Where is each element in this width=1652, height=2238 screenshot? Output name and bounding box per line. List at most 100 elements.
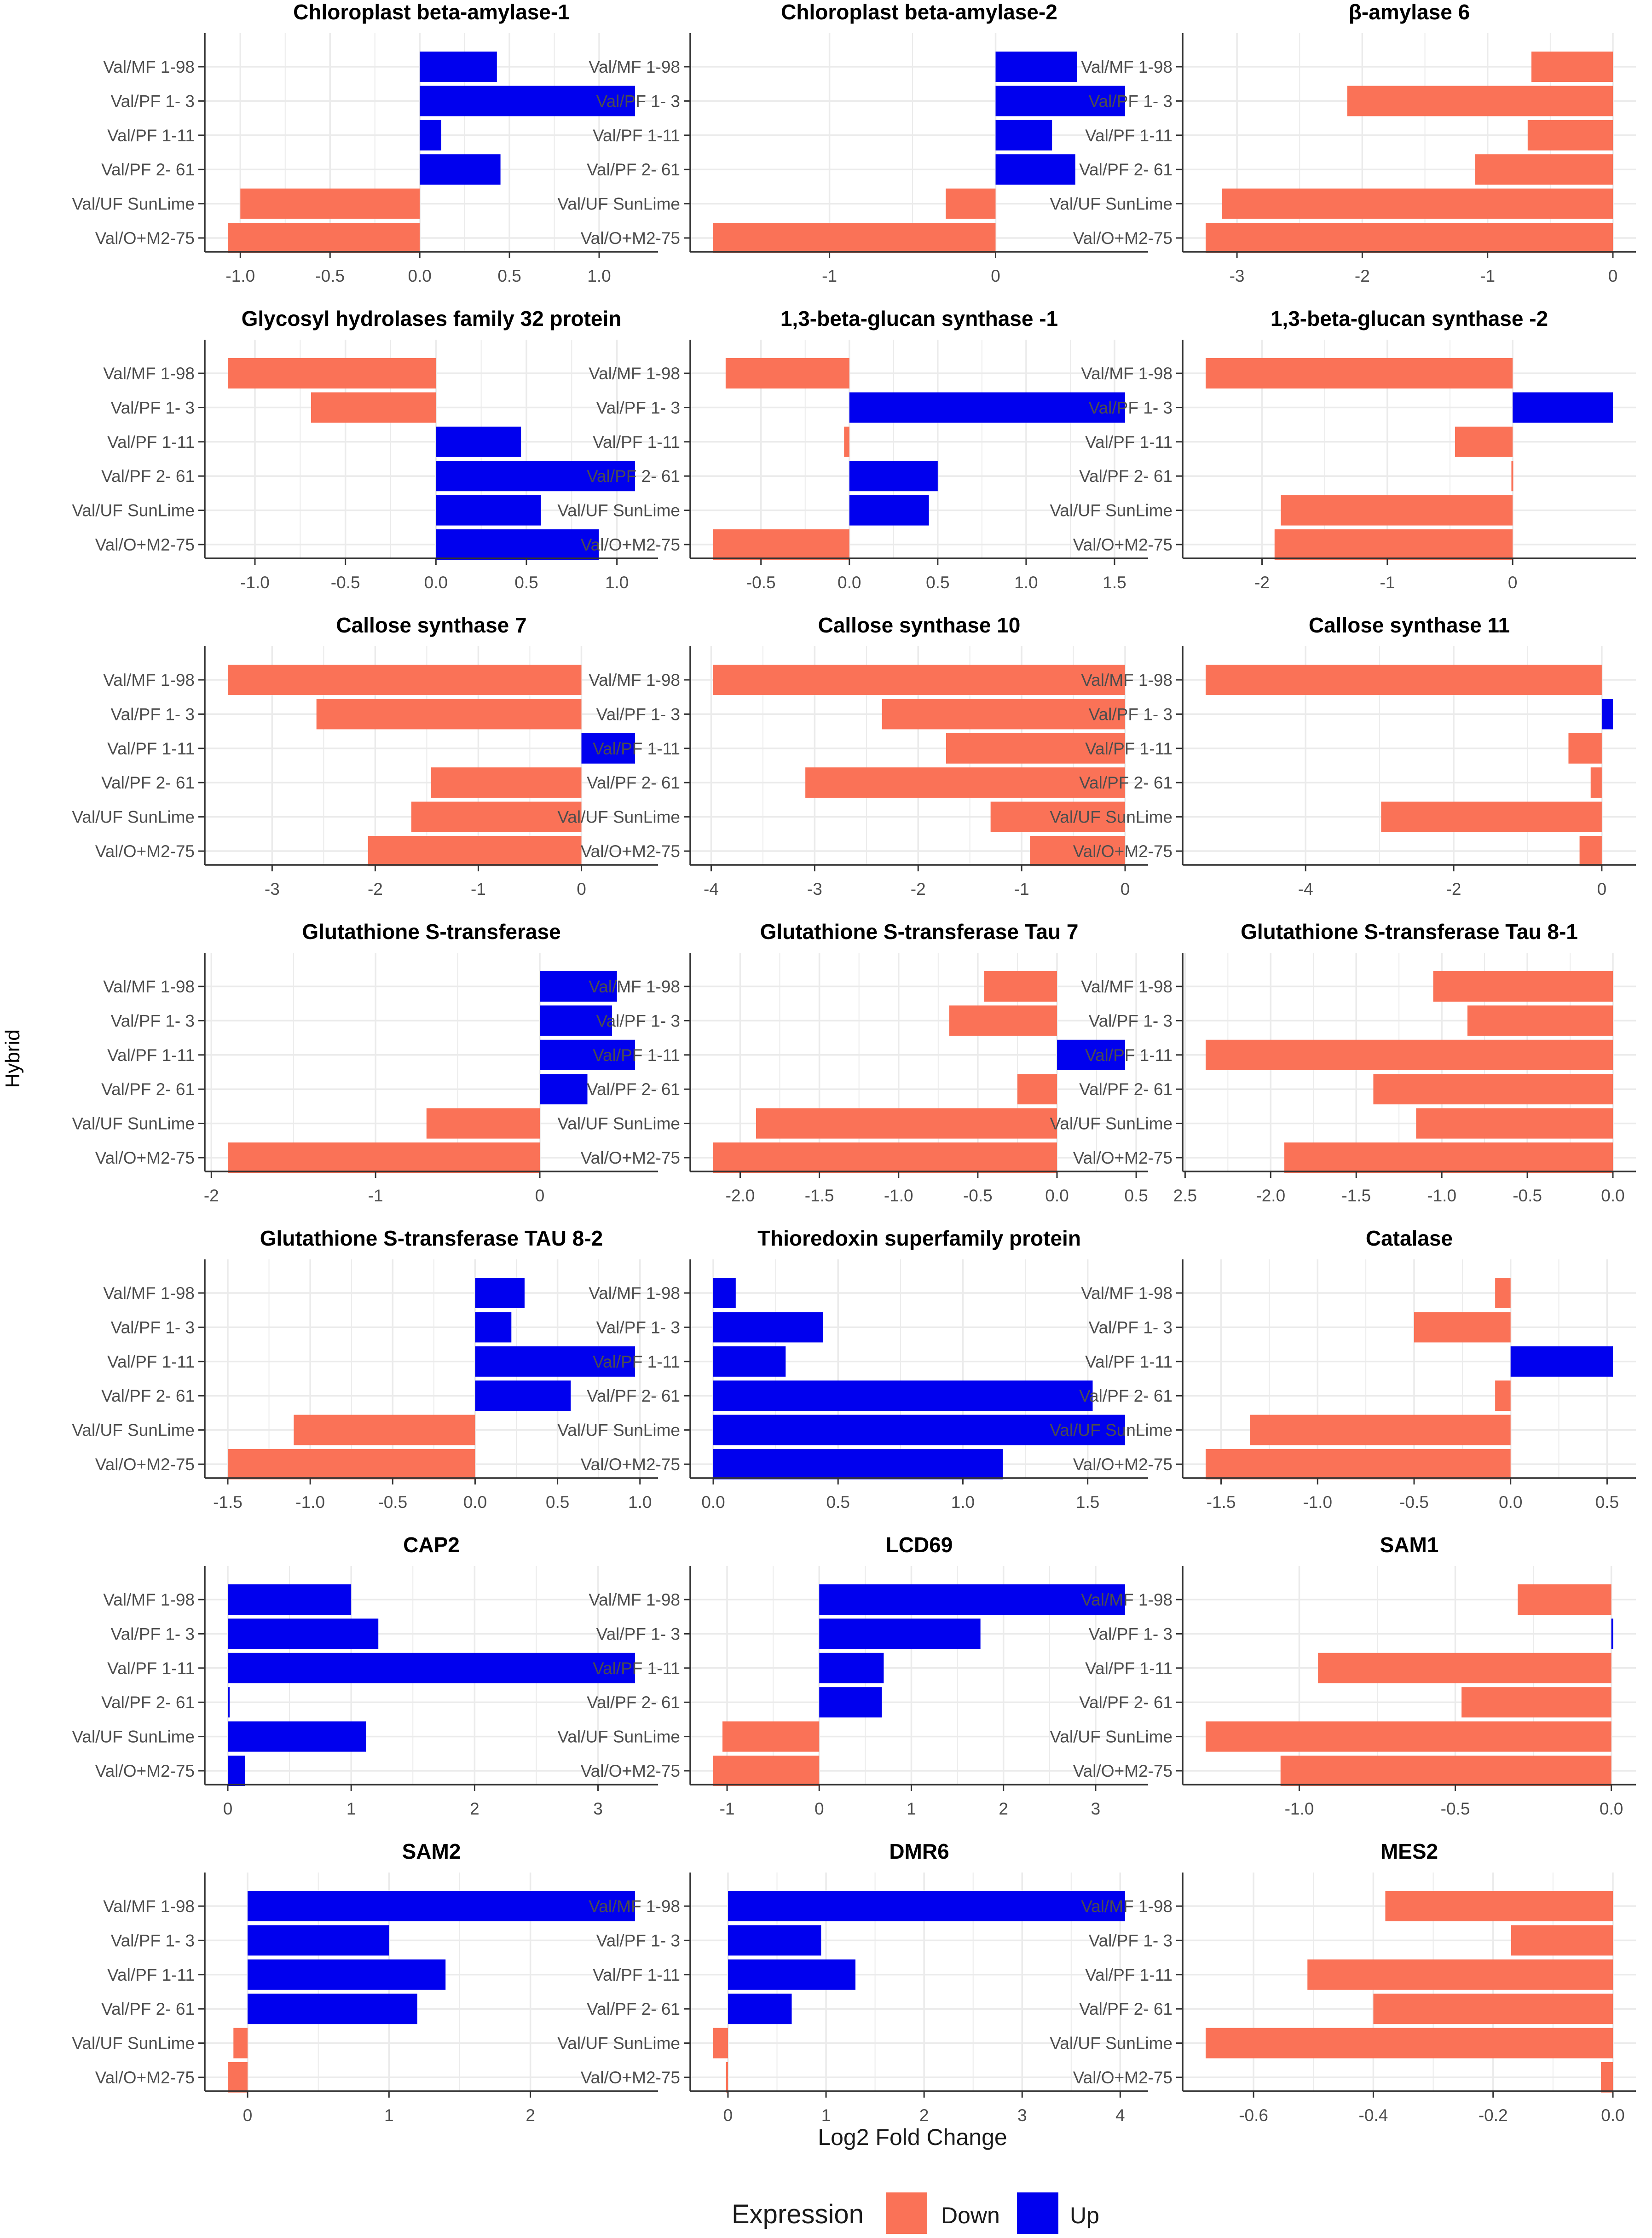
x-tick-label: 1.5 xyxy=(1076,1493,1099,1512)
x-tick-label: -1 xyxy=(1380,573,1395,592)
y-axis-title: Hybrid xyxy=(1,1029,24,1088)
y-tick-label: Val/PF 1-11 xyxy=(593,126,680,145)
bar-down xyxy=(1381,801,1602,832)
bar-up xyxy=(1510,1346,1613,1377)
bar-up xyxy=(713,1278,736,1308)
y-tick-label: Val/UF SunLime xyxy=(1050,1421,1173,1440)
bar-down xyxy=(1433,971,1613,1002)
bar-down xyxy=(1385,1891,1613,1921)
y-tick-label: Val/PF 1- 3 xyxy=(596,1318,680,1337)
y-tick-label: Val/PF 2- 61 xyxy=(587,160,680,179)
x-tick-label: -2 xyxy=(204,1186,219,1205)
bar-down xyxy=(240,188,420,219)
x-tick-label: 0.5 xyxy=(826,1493,849,1512)
bar-down xyxy=(368,836,582,866)
y-tick-label: Val/PF 2- 61 xyxy=(101,1693,195,1712)
y-tick-label: Val/O+M2-75 xyxy=(95,229,195,248)
y-tick-label: Val/MF 1-98 xyxy=(1081,671,1173,690)
panel-title: Glycosyl hydrolases family 32 protein xyxy=(242,307,622,330)
x-tick-label: -2 xyxy=(1446,880,1461,899)
x-tick-label: 1.0 xyxy=(951,1493,975,1512)
panel-title: SAM2 xyxy=(402,1839,461,1863)
x-tick-label: 0.0 xyxy=(408,267,431,285)
bar-down xyxy=(990,801,1125,832)
y-tick-label: Val/UF SunLime xyxy=(557,2034,680,2053)
x-tick-label: -1 xyxy=(822,267,837,285)
facet-panel: Val/MF 1-98 Val/PF 1- 3 Val/PF 1-11 Val/PF … xyxy=(1050,1533,1636,1818)
legend-title: Expression xyxy=(732,2199,864,2229)
y-tick-label: Val/O+M2-75 xyxy=(1073,535,1173,554)
panel-title: Thioredoxin superfamily protein xyxy=(757,1226,1081,1250)
bar-up xyxy=(713,1449,1003,1479)
bar-down xyxy=(722,1721,820,1752)
x-tick-label: 0.0 xyxy=(1499,1493,1522,1512)
x-tick-label: 2.5 xyxy=(1173,1186,1197,1205)
bar-down xyxy=(1414,1312,1511,1343)
bar-down xyxy=(713,2028,728,2058)
y-tick-label: Val/PF 1- 3 xyxy=(1089,1011,1173,1030)
x-tick-label: 1.0 xyxy=(628,1493,652,1512)
bar-up xyxy=(713,1415,1125,1445)
legend-key-down xyxy=(886,2192,927,2234)
y-tick-label: Val/MF 1-98 xyxy=(589,58,680,76)
y-tick-label: Val/MF 1-98 xyxy=(103,1897,195,1916)
facet-panel: Val/MF 1-98 Val/PF 1- 3 Val/PF 1-11 Val/PF … xyxy=(72,1533,658,1818)
bar-down xyxy=(1531,52,1613,82)
facet-panel: Val/MF 1-98 Val/PF 1- 3 Val/PF 1-11 Val/PF … xyxy=(557,0,1148,285)
x-tick-label: -0.5 xyxy=(331,573,360,592)
panel-title: β-amylase 6 xyxy=(1349,0,1470,24)
x-tick-label: -0.5 xyxy=(315,267,345,285)
x-tick-label: 0.0 xyxy=(1045,1186,1069,1205)
x-tick-label: 0 xyxy=(1608,267,1618,285)
bar-up xyxy=(819,1687,882,1718)
y-tick-label: Val/O+M2-75 xyxy=(1073,1148,1173,1167)
y-tick-label: Val/PF 1- 3 xyxy=(111,705,195,724)
y-tick-label: Val/UF SunLime xyxy=(1050,2034,1173,2053)
x-tick-label: -1.5 xyxy=(1341,1186,1371,1205)
x-tick-label: 0.0 xyxy=(701,1493,725,1512)
y-tick-label: Val/MF 1-98 xyxy=(1081,1590,1173,1609)
x-tick-label: 0 xyxy=(577,880,586,899)
facet-panel: Val/MF 1-98 Val/PF 1- 3 Val/PF 1-11 Val/PF … xyxy=(1050,613,1636,899)
x-tick-label: 0 xyxy=(1597,880,1607,899)
facet-panel: Val/MF 1-98 Val/PF 1- 3 Val/PF 1-11 Val/PF … xyxy=(72,1839,658,2125)
x-tick-label: 0.5 xyxy=(1124,1186,1148,1205)
bar-up xyxy=(420,86,635,116)
bar-down xyxy=(1475,154,1613,185)
bar-up xyxy=(420,120,441,151)
bar-up xyxy=(436,426,521,457)
x-tick-label: -1.0 xyxy=(884,1186,913,1205)
bar-up xyxy=(849,461,938,492)
bar-up xyxy=(228,1721,366,1752)
y-tick-label: Val/UF SunLime xyxy=(72,2034,195,2053)
facet-panel: Val/MF 1-98 Val/PF 1- 3 Val/PF 1-11 Val/PF … xyxy=(557,1533,1148,1818)
panel-title: CAP2 xyxy=(403,1533,460,1557)
y-tick-label: Val/PF 1-11 xyxy=(107,126,195,145)
y-tick-label: Val/PF 1-11 xyxy=(1085,433,1173,452)
bar-down xyxy=(1461,1687,1612,1718)
y-tick-label: Val/PF 1- 3 xyxy=(111,1624,195,1643)
x-tick-label: -1.5 xyxy=(1207,1493,1236,1512)
y-tick-label: Val/MF 1-98 xyxy=(589,1284,680,1303)
x-tick-label: 0 xyxy=(991,267,1000,285)
x-axis-title: Log2 Fold Change xyxy=(818,2124,1007,2150)
y-tick-label: Val/O+M2-75 xyxy=(95,1148,195,1167)
bar-down xyxy=(311,392,436,423)
y-tick-label: Val/O+M2-75 xyxy=(95,1455,195,1474)
x-tick-label: 1 xyxy=(821,2106,831,2125)
y-tick-label: Val/PF 1-11 xyxy=(593,1965,680,1984)
y-tick-label: Val/MF 1-98 xyxy=(103,364,195,383)
bar-down xyxy=(431,767,582,798)
y-tick-label: Val/PF 2- 61 xyxy=(1079,1080,1173,1099)
y-tick-label: Val/O+M2-75 xyxy=(1073,2068,1173,2087)
bar-down xyxy=(1568,733,1602,764)
y-tick-label: Val/UF SunLime xyxy=(557,195,680,214)
y-tick-label: Val/PF 2- 61 xyxy=(1079,467,1173,486)
panel-title: Catalase xyxy=(1366,1226,1453,1250)
x-tick-label: -0.5 xyxy=(746,573,776,592)
bar-down xyxy=(411,801,582,832)
facet-panel: Val/MF 1-98 Val/PF 1- 3 Val/PF 1-11 Val/PF … xyxy=(1050,920,1636,1205)
x-tick-label: -0.2 xyxy=(1479,2106,1508,2125)
x-tick-label: -1.0 xyxy=(240,573,270,592)
y-tick-label: Val/UF SunLime xyxy=(557,501,680,520)
